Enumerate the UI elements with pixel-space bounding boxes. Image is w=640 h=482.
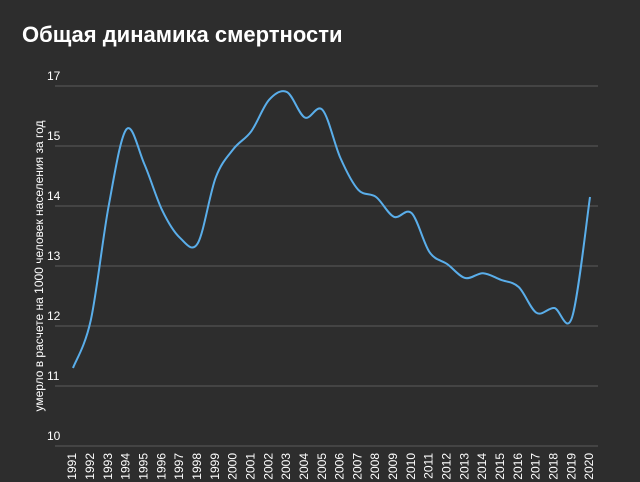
x-tick-label: 1992 (83, 453, 97, 480)
y-tick-label: 13 (47, 249, 61, 263)
x-tick-label: 2016 (511, 453, 525, 480)
x-tick-label: 1999 (208, 453, 222, 480)
x-tick-label: 1997 (172, 453, 186, 480)
y-axis-label: умерло в расчете на 1000 человек населен… (32, 121, 46, 412)
x-tick-label: 1994 (119, 453, 133, 480)
x-tick-label: 1998 (190, 453, 204, 480)
x-tick-label: 2015 (493, 453, 507, 480)
x-tick-label: 2018 (547, 453, 561, 480)
x-tick-label: 1993 (101, 453, 115, 480)
x-tick-label: 2008 (368, 453, 382, 480)
x-tick-label: 1996 (154, 453, 168, 480)
y-tick-label: 14 (47, 189, 61, 203)
x-tick-label: 2017 (529, 453, 543, 480)
y-tick-label: 10 (47, 429, 61, 443)
x-tick-label: 2003 (279, 453, 293, 480)
x-tick-label: 2005 (315, 453, 329, 480)
x-tick-label: 2009 (386, 453, 400, 480)
x-tick-label: 2013 (457, 453, 471, 480)
x-tick-label: 2004 (297, 453, 311, 480)
x-tick-label: 2011 (422, 453, 436, 479)
x-tick-label: 2007 (350, 453, 364, 480)
x-tick-label: 1995 (136, 453, 150, 480)
x-tick-label: 2010 (404, 453, 418, 480)
x-tick-label: 2001 (243, 453, 257, 480)
chart-title: Общая динамика смертности (22, 22, 343, 47)
y-tick-label: 17 (47, 69, 61, 83)
x-tick-label: 2000 (226, 453, 240, 480)
x-tick-label: 2014 (475, 453, 489, 480)
x-tick-label: 1991 (65, 453, 79, 480)
x-tick-label: 2020 (582, 453, 596, 480)
x-tick-label: 2012 (440, 453, 454, 480)
x-tick-label: 2002 (261, 453, 275, 480)
y-tick-label: 11 (47, 369, 60, 383)
data-line (72, 90, 591, 369)
x-tick-label: 2006 (333, 453, 347, 480)
y-tick-label: 12 (47, 309, 61, 323)
y-tick-label: 15 (47, 129, 61, 143)
x-tick-label: 2019 (564, 453, 578, 480)
